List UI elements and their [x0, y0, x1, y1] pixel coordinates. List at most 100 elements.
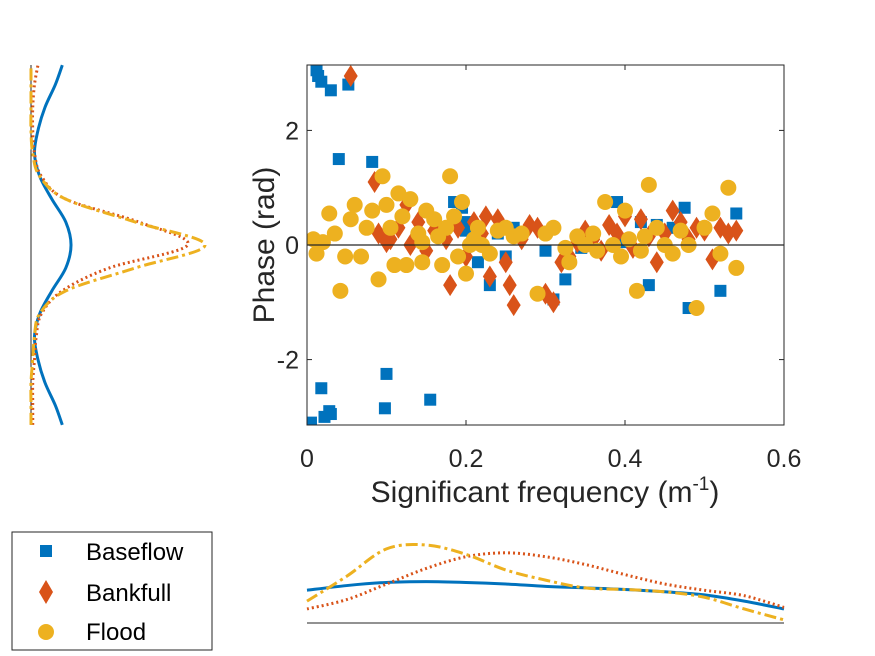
legend-marker-flood	[38, 624, 54, 640]
point-flood	[382, 219, 399, 236]
point-baseflow	[714, 284, 727, 297]
point-flood	[438, 219, 455, 236]
y-axis-ticks: -2 0 2	[277, 117, 784, 375]
point-bankfull	[665, 199, 680, 222]
point-flood	[728, 259, 745, 276]
point-flood	[390, 185, 407, 202]
point-flood	[620, 231, 637, 248]
legend: Baseflow Bankfull Flood	[11, 531, 213, 651]
point-flood	[481, 245, 498, 262]
point-flood	[370, 271, 387, 288]
point-baseflow	[471, 256, 484, 269]
point-flood	[545, 219, 562, 236]
point-bankfull	[482, 265, 497, 288]
point-flood	[414, 234, 431, 251]
point-baseflow	[366, 155, 379, 168]
point-flood	[426, 211, 443, 228]
point-bankfull	[502, 274, 517, 297]
point-flood	[321, 205, 338, 222]
point-baseflow	[307, 416, 317, 425]
legend-label-bankfull: Bankfull	[86, 580, 171, 607]
x-tick-label: 0.2	[449, 445, 484, 473]
legend-marker-bankfull	[39, 580, 53, 604]
point-flood	[613, 248, 630, 265]
frequency-density-flood	[306, 542, 785, 622]
point-flood	[378, 196, 395, 213]
point-baseflow	[424, 393, 437, 406]
point-flood	[374, 168, 391, 185]
x-tick-label: 0.4	[608, 445, 643, 473]
phase-density-bankfull	[31, 64, 190, 425]
x-axis-label: Significant frequency (m-1)	[371, 474, 720, 509]
point-flood	[353, 248, 370, 265]
point-flood	[597, 194, 614, 211]
point-flood	[326, 225, 343, 242]
point-bankfull	[498, 251, 513, 274]
x-tick-label: 0.6	[767, 445, 802, 473]
point-baseflow	[642, 279, 655, 292]
point-flood	[513, 225, 530, 242]
point-baseflow	[539, 244, 552, 257]
point-flood	[585, 225, 602, 242]
legend-label-baseflow: Baseflow	[86, 539, 184, 566]
legend-label-flood: Flood	[86, 619, 146, 646]
point-bankfull	[443, 274, 458, 297]
point-flood	[442, 168, 459, 185]
point-bankfull	[546, 291, 561, 314]
point-flood	[628, 282, 645, 299]
point-flood	[632, 242, 649, 259]
x-axis-label-close: )	[709, 476, 719, 509]
point-flood	[458, 265, 474, 282]
point-flood	[712, 245, 729, 262]
point-flood	[342, 211, 359, 228]
point-flood	[696, 219, 713, 236]
point-baseflow	[324, 84, 337, 97]
point-flood	[314, 234, 331, 251]
point-flood	[704, 205, 721, 222]
x-axis-label-superscript: -1	[692, 474, 709, 495]
point-flood	[617, 202, 633, 219]
frequency-density-bankfull	[306, 551, 785, 611]
point-baseflow	[730, 207, 743, 220]
point-bankfull	[729, 219, 744, 242]
y-tick-label: 2	[285, 117, 299, 145]
y-axis-label: Phase (rad)	[248, 167, 281, 324]
point-flood	[337, 248, 354, 265]
point-flood	[469, 219, 486, 236]
point-flood	[446, 208, 463, 225]
point-baseflow	[678, 201, 691, 214]
point-flood	[561, 254, 578, 271]
point-baseflow	[332, 153, 345, 166]
point-bankfull	[343, 65, 358, 87]
point-baseflow	[559, 273, 572, 286]
point-flood	[358, 219, 375, 236]
point-flood	[664, 245, 681, 262]
point-flood	[589, 242, 606, 259]
point-flood	[720, 179, 737, 196]
point-flood	[386, 257, 403, 274]
legend-marker-baseflow	[40, 545, 52, 557]
point-flood	[557, 239, 574, 256]
point-bankfull	[506, 294, 521, 317]
x-axis-ticks: 0 0.2 0.4 0.6	[300, 65, 801, 473]
point-flood	[414, 254, 431, 271]
x-tick-label: 0	[300, 445, 314, 473]
point-flood	[398, 257, 415, 274]
point-flood	[688, 300, 705, 317]
point-flood	[346, 196, 363, 213]
point-baseflow	[318, 410, 331, 423]
point-baseflow	[315, 75, 328, 88]
phase-density-baseflow	[32, 64, 73, 426]
point-bankfull	[633, 208, 648, 231]
point-flood	[529, 285, 546, 302]
point-bankfull	[649, 251, 664, 274]
y-tick-label: 0	[285, 232, 299, 260]
point-flood	[648, 219, 665, 236]
point-flood	[450, 248, 467, 265]
point-flood	[454, 194, 471, 211]
point-flood	[640, 176, 657, 193]
point-baseflow	[380, 367, 393, 380]
point-flood	[672, 222, 689, 239]
point-flood	[332, 282, 349, 299]
